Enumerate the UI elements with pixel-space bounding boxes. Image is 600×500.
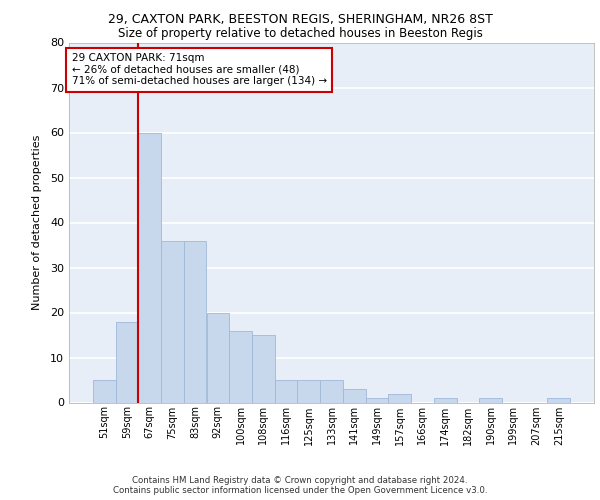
Bar bbox=[93, 380, 116, 402]
Bar bbox=[161, 240, 184, 402]
Bar bbox=[116, 322, 139, 402]
Bar bbox=[365, 398, 388, 402]
Bar bbox=[547, 398, 570, 402]
Bar bbox=[434, 398, 457, 402]
Text: Contains public sector information licensed under the Open Government Licence v3: Contains public sector information licen… bbox=[113, 486, 487, 495]
Bar bbox=[252, 335, 275, 402]
Bar bbox=[320, 380, 343, 402]
Bar bbox=[479, 398, 502, 402]
Bar bbox=[343, 389, 365, 402]
Bar bbox=[388, 394, 411, 402]
Bar bbox=[184, 240, 206, 402]
Bar bbox=[298, 380, 320, 402]
Bar bbox=[206, 312, 229, 402]
Text: Size of property relative to detached houses in Beeston Regis: Size of property relative to detached ho… bbox=[118, 28, 482, 40]
Bar bbox=[139, 132, 161, 402]
Bar bbox=[275, 380, 298, 402]
Text: 29, CAXTON PARK, BEESTON REGIS, SHERINGHAM, NR26 8ST: 29, CAXTON PARK, BEESTON REGIS, SHERINGH… bbox=[107, 12, 493, 26]
Text: Contains HM Land Registry data © Crown copyright and database right 2024.: Contains HM Land Registry data © Crown c… bbox=[132, 476, 468, 485]
Text: 29 CAXTON PARK: 71sqm
← 26% of detached houses are smaller (48)
71% of semi-deta: 29 CAXTON PARK: 71sqm ← 26% of detached … bbox=[71, 54, 327, 86]
Bar bbox=[229, 330, 252, 402]
Y-axis label: Number of detached properties: Number of detached properties bbox=[32, 135, 41, 310]
